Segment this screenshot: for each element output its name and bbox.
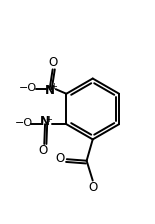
Text: O: O	[38, 144, 47, 157]
Text: N: N	[40, 115, 50, 128]
Text: −O: −O	[19, 83, 37, 93]
Text: O: O	[49, 56, 58, 69]
Text: +: +	[45, 115, 52, 124]
Text: O: O	[88, 181, 97, 194]
Text: O: O	[55, 152, 65, 165]
Text: −O: −O	[14, 118, 33, 128]
Text: +: +	[50, 82, 57, 91]
Text: N: N	[45, 84, 55, 97]
